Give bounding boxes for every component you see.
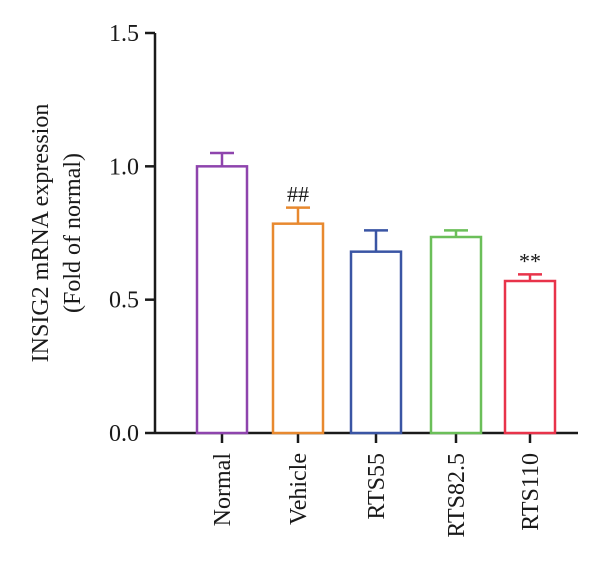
significance-label: ## [287,182,309,207]
bar [429,235,483,435]
significance-annotations: ## ** [287,182,541,274]
bar [271,222,325,435]
significance-label: ** [519,248,541,273]
bar [503,279,557,435]
x-tick-label: RTS110 [518,453,544,531]
x-axis: Normal Vehicle RTS55 RTS82.5 RTS110 [155,431,578,538]
bar [349,250,403,435]
x-tick-label: RTS55 [364,453,390,520]
y-tick-label: 1.0 [109,154,139,180]
y-axis-title-line1: INSIG2 mRNA expression [28,104,54,363]
x-tick-label: Normal [210,453,236,527]
y-tick-label: 1.5 [109,21,139,47]
y-tick-label: 0.5 [109,288,139,314]
x-tick-label: Vehicle [286,453,312,525]
y-tick-label: 0.0 [109,421,139,447]
x-tick-label: RTS82.5 [444,453,470,538]
bars-group [195,151,557,435]
bar [195,165,249,435]
y-axis-title-line2: (Fold of normal) [60,153,86,313]
y-axis: 0.0 0.5 1.0 1.5 [109,21,157,447]
